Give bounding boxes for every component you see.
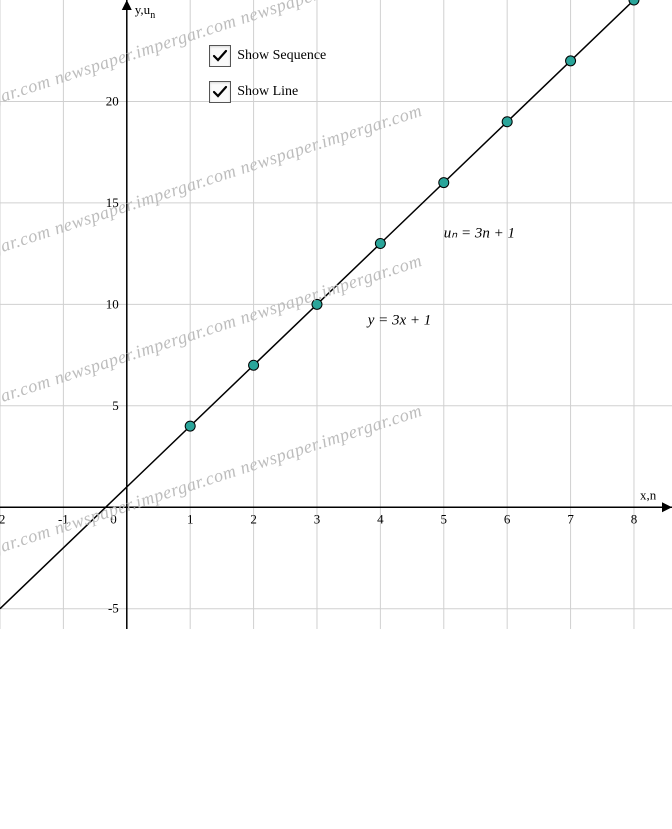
chart-container: -2 -1 1 2 3 4 5 6 7 8 -5 5 10 15 20 0 x,n y,un uₙ = 3n + 1… [0,0,672,629]
show-line-checkbox[interactable]: Show Line [209,81,298,103]
svg-text:-1: -1 [58,511,69,526]
svg-text:1: 1 [187,511,194,526]
check-icon [209,81,231,103]
svg-text:5: 5 [441,511,448,526]
svg-text:2: 2 [250,511,257,526]
svg-text:0: 0 [110,511,117,526]
svg-text:5: 5 [112,398,119,413]
svg-text:4: 4 [377,511,384,526]
svg-text:8: 8 [631,511,638,526]
svg-text:-2: -2 [0,511,5,526]
svg-text:6: 6 [504,511,511,526]
line-formula: uₙ = 3n + 1 [444,225,515,241]
svg-text:20: 20 [106,93,119,108]
chart-svg: -2 -1 1 2 3 4 5 6 7 8 -5 5 10 15 20 0 x,n y,un uₙ = 3n + 1… [0,0,672,629]
show-sequence-checkbox[interactable]: Show Sequence [209,45,326,67]
show-sequence-label: Show Sequence [237,48,326,64]
svg-text:3: 3 [314,511,321,526]
svg-text:10: 10 [106,296,119,311]
svg-text:x,n: x,n [640,487,657,502]
show-line-label: Show Line [237,84,298,100]
check-icon [209,45,231,67]
svg-text:15: 15 [106,195,119,210]
svg-text:y,un: y,un [135,2,155,21]
svg-text:7: 7 [567,511,574,526]
sequence-formula: y = 3x + 1 [366,313,432,329]
svg-text:-5: -5 [108,601,119,616]
